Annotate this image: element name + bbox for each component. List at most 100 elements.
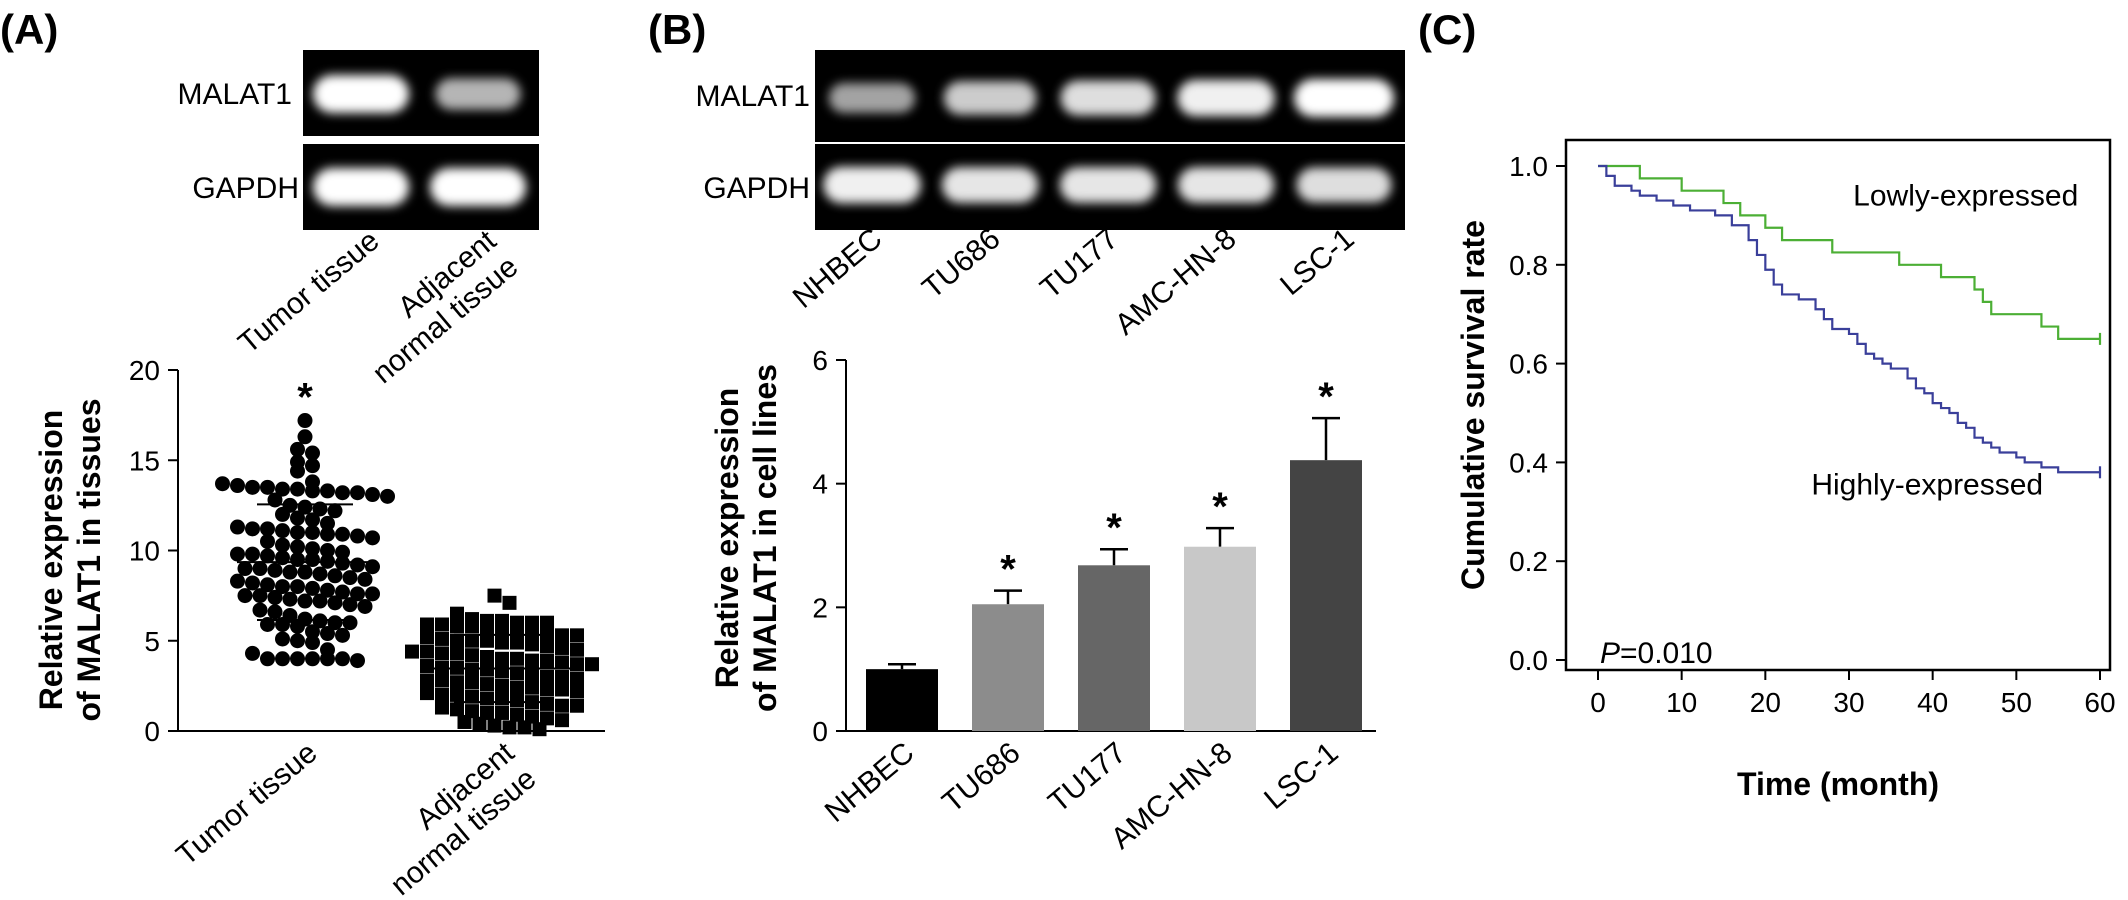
significance-star: * <box>1318 375 1334 419</box>
scatter-point-adjacent <box>570 628 584 643</box>
scatter-point-adjacent <box>465 648 479 663</box>
panel-letter-b: (B) <box>648 6 706 53</box>
scatter-point-tumor <box>305 458 320 474</box>
text-line: TU686 <box>916 222 1006 305</box>
scatter-point-tumor <box>320 526 335 542</box>
scatter-point-tumor <box>290 524 305 540</box>
y-tick-label: 0.6 <box>1509 349 1548 380</box>
scatter-point-tumor <box>275 579 290 595</box>
scatter-point-tumor <box>245 479 260 495</box>
x-tick-label: 0 <box>1590 687 1606 718</box>
scatter-point-adjacent <box>420 659 434 674</box>
scatter-point-adjacent <box>540 653 554 668</box>
scatter-point-adjacent <box>480 633 494 648</box>
scatter-point-tumor <box>275 506 290 522</box>
survival-line-highly <box>1598 164 2100 474</box>
scatter-point-adjacent <box>540 711 554 726</box>
scatter-point-adjacent <box>480 621 494 636</box>
scatter-point-tumor <box>335 627 350 643</box>
scatter-point-tumor <box>297 413 313 429</box>
scatter-point-tumor <box>335 544 350 560</box>
blot-lane-label: NHBEC <box>787 222 889 315</box>
scatter-point-adjacent <box>510 651 524 666</box>
scatter-point-tumor <box>290 618 305 634</box>
scatter-point-tumor <box>275 631 290 647</box>
scatter-point-adjacent <box>555 669 569 684</box>
scatter-point-tumor <box>365 530 380 546</box>
gel-band-malat1-5 <box>1294 79 1394 117</box>
scatter-point-adjacent <box>480 705 494 720</box>
scatter-point-adjacent <box>465 689 479 704</box>
scatter-point-adjacent <box>555 655 569 670</box>
gel-band-gapdh-2 <box>941 167 1039 203</box>
bar-lsc-1 <box>1290 460 1362 731</box>
scatter-point-tumor <box>305 635 320 651</box>
scatter-point-tumor <box>380 488 395 504</box>
y-tick-label: 5 <box>144 626 160 657</box>
text-line: AMC-HN-8 <box>1109 222 1243 342</box>
series-label-highly: Highly-expressed <box>1811 469 2043 502</box>
y-tick-label: 0.4 <box>1509 447 1548 478</box>
text-line: Tumor tissue <box>232 224 385 360</box>
scatter-point-adjacent <box>420 630 434 645</box>
scatter-point-adjacent <box>495 705 509 720</box>
scatter-point-adjacent <box>450 646 464 661</box>
scatter-point-tumor <box>305 445 320 461</box>
gel-band-malat1-2 <box>943 81 1037 115</box>
scatter-point-adjacent <box>435 687 449 702</box>
scatter-point-tumor <box>297 593 313 609</box>
scatter-point-adjacent <box>555 713 569 728</box>
scatter-point-tumor <box>245 575 260 591</box>
scatter-point-adjacent <box>525 637 539 652</box>
scatter-point-adjacent <box>585 657 599 672</box>
scatter-point-adjacent <box>510 707 524 722</box>
chart-a-points: * <box>215 376 599 737</box>
scatter-point-adjacent <box>525 680 539 695</box>
scatter-point-tumor <box>275 523 290 539</box>
scatter-point-adjacent <box>540 615 554 630</box>
scatter-point-adjacent <box>495 651 509 666</box>
x-tick-label: 10 <box>1666 687 1697 718</box>
scatter-point-adjacent <box>465 662 479 677</box>
scatter-point-tumor <box>342 597 358 613</box>
chart-c-p-value: P=0.010 <box>1600 637 1713 670</box>
scatter-point-tumor <box>297 429 313 445</box>
scatter-point-tumor <box>275 651 290 667</box>
blot-lane-label: TU177 <box>1034 222 1124 305</box>
scatter-point-tumor <box>365 586 380 602</box>
text-line: Relative expression <box>33 410 69 711</box>
scatter-point-tumor <box>252 561 268 577</box>
scatter-point-tumor <box>357 571 373 587</box>
scatter-point-tumor <box>260 548 275 564</box>
x-category-label: TU686 <box>936 736 1026 819</box>
scatter-point-tumor <box>290 552 305 568</box>
gel-band-malat1-1 <box>828 83 916 113</box>
scatter-point-tumor <box>260 533 275 549</box>
x-category-label: LSC-1 <box>1258 736 1344 816</box>
gel-band-gapdh-5 <box>1296 167 1392 203</box>
significance-star: * <box>1000 548 1016 592</box>
chart-c-lines <box>1598 164 2102 479</box>
x-category-label: Adjacentnormal tissue <box>363 736 543 900</box>
scatter-point-tumor <box>320 626 335 642</box>
blot-b-row-label-malat1: MALAT1 <box>696 80 810 113</box>
blot-lane-label: LSC-1 <box>1274 222 1360 302</box>
chart-c-plot-frame <box>1564 138 2112 672</box>
scatter-point-tumor <box>350 653 365 669</box>
scatter-point-adjacent <box>435 617 449 632</box>
gel-band-malat1-2 <box>435 78 521 110</box>
scatter-point-adjacent <box>495 678 509 693</box>
x-tick-label: 40 <box>1917 687 1948 718</box>
scatter-point-adjacent <box>540 626 554 641</box>
scatter-point-tumor <box>290 633 305 649</box>
scatter-point-tumor <box>335 584 350 600</box>
scatter-point-tumor <box>305 651 320 667</box>
scatter-point-tumor <box>365 487 380 503</box>
scatter-point-adjacent <box>525 668 539 683</box>
scatter-point-adjacent <box>465 619 479 634</box>
scatter-point-adjacent <box>525 653 539 668</box>
bar-nhbec <box>866 669 938 731</box>
gel-blot-a: MALAT1 GAPDH Tumor tissue Adjacentnormal … <box>178 50 539 390</box>
x-tick-label: 60 <box>2084 687 2115 718</box>
